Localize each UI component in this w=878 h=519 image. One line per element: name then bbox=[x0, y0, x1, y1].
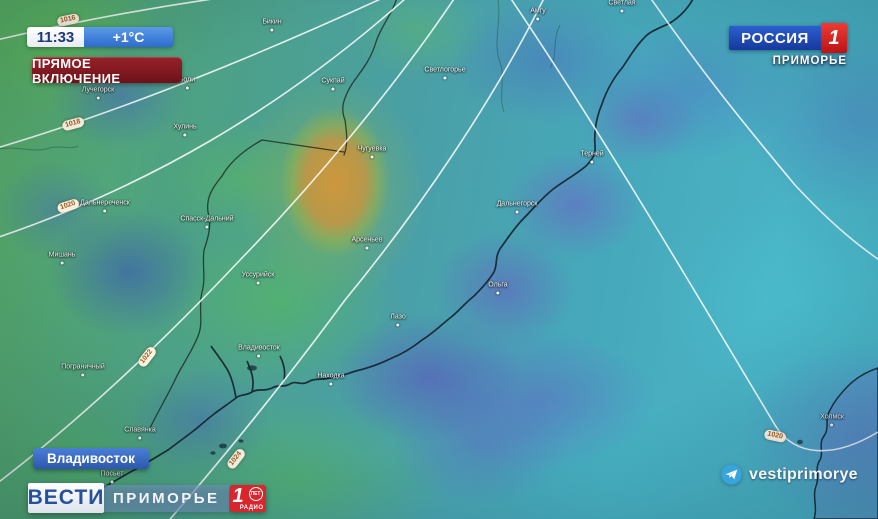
river bbox=[0, 0, 561, 151]
city-label: Светлая bbox=[608, 0, 636, 13]
city-label: Мишань bbox=[49, 252, 75, 265]
city-label: Холмск bbox=[820, 414, 844, 427]
city-label: Пограничный bbox=[61, 364, 105, 377]
city-label: Владивосток bbox=[238, 345, 280, 358]
city-label: Терней bbox=[580, 151, 604, 164]
location-badge: Владивосток bbox=[33, 448, 149, 469]
city-label: Дальнереченск bbox=[80, 200, 130, 213]
city-label: Посьет bbox=[101, 471, 123, 484]
city-label: Сукпай bbox=[321, 78, 345, 91]
channel-logo: РОССИЯ 1 ПРИМОРЬЕ bbox=[727, 23, 847, 67]
radio-100-years-logo: 1 ЛЕТ РАДИО bbox=[229, 484, 266, 512]
telegram-handle: vestiprimorye bbox=[721, 464, 858, 485]
clock-widget: 11:33 +1°C bbox=[27, 27, 173, 47]
city-label: Славянка bbox=[124, 427, 156, 440]
radio-logo-let: ЛЕТ bbox=[248, 486, 263, 501]
city-label: Боли bbox=[179, 77, 195, 90]
city-label: Хулинь bbox=[173, 124, 197, 137]
radio-logo-radio: РАДИО bbox=[239, 504, 264, 511]
city-label: Дальнегорск bbox=[497, 201, 537, 214]
city-label: Лазо bbox=[390, 314, 406, 327]
temperature-badge: +1°C bbox=[84, 27, 173, 47]
channel-name: РОССИЯ bbox=[729, 26, 821, 50]
city-label: Спасск-Дальний bbox=[180, 216, 234, 229]
city-label: Находка bbox=[317, 373, 345, 386]
clock-time: 11:33 bbox=[27, 27, 84, 47]
city-label: Бикин bbox=[262, 19, 282, 32]
telegram-icon bbox=[721, 464, 742, 485]
city-label: Светлогорье bbox=[424, 67, 466, 80]
vesti-wordmark: ВЕСТИ bbox=[28, 483, 104, 513]
city-label: Арсеньев bbox=[351, 237, 383, 250]
channel-logo-row: РОССИЯ 1 bbox=[727, 23, 847, 53]
city-label: Уссурийск bbox=[242, 272, 274, 285]
live-badge: ПРЯМОЕ ВКЛЮЧЕНИЕ bbox=[32, 56, 182, 86]
far-coastline bbox=[813, 367, 878, 519]
islet bbox=[797, 439, 803, 445]
city-label: Чугуевка bbox=[358, 146, 386, 159]
city-label: Лучегорск bbox=[82, 87, 114, 100]
coastline bbox=[71, 0, 694, 505]
islands bbox=[210, 365, 257, 455]
channel-number: 1 bbox=[821, 23, 847, 53]
telegram-handle-text: vestiprimorye bbox=[749, 465, 858, 483]
city-label: Ольга bbox=[488, 282, 508, 295]
city-label: Амгу bbox=[530, 8, 546, 21]
vesti-region: ПРИМОРЬЕ bbox=[104, 484, 229, 512]
channel-region: ПРИМОРЬЕ bbox=[772, 55, 847, 67]
state-border bbox=[149, 0, 397, 429]
vesti-logo: ВЕСТИ ПРИМОРЬЕ 1 ЛЕТ РАДИО bbox=[28, 483, 266, 513]
radio-logo-one: 1 bbox=[232, 484, 244, 507]
